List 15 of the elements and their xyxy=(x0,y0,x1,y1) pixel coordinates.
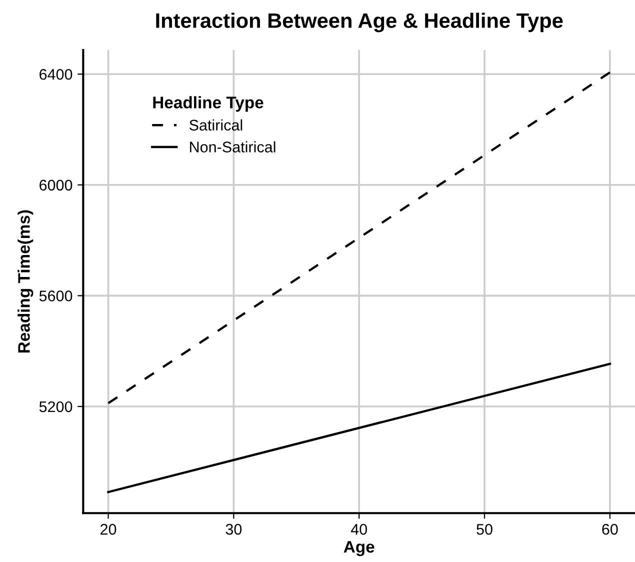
x-tick-label: 60 xyxy=(602,524,618,535)
legend-label: Satirical xyxy=(189,119,242,131)
y-axis-title: Reading Time(ms) xyxy=(18,210,34,353)
x-tick-label: 30 xyxy=(226,524,242,535)
legend-label: Non-Satirical xyxy=(190,141,276,152)
chart-title: Interaction Between Age & Headline Type xyxy=(156,12,563,32)
y-tick-label: 5200 xyxy=(39,401,72,412)
x-tick-label: 50 xyxy=(476,524,492,535)
x-tick-label: 20 xyxy=(100,524,116,535)
legend-title: Headline Type xyxy=(153,96,264,112)
x-axis-title: Age xyxy=(344,541,374,556)
y-tick-label: 5600 xyxy=(39,290,72,302)
y-tick-label: 6400 xyxy=(40,68,72,80)
x-tick-label: 40 xyxy=(350,524,367,535)
y-tick-label: 6000 xyxy=(40,180,72,191)
